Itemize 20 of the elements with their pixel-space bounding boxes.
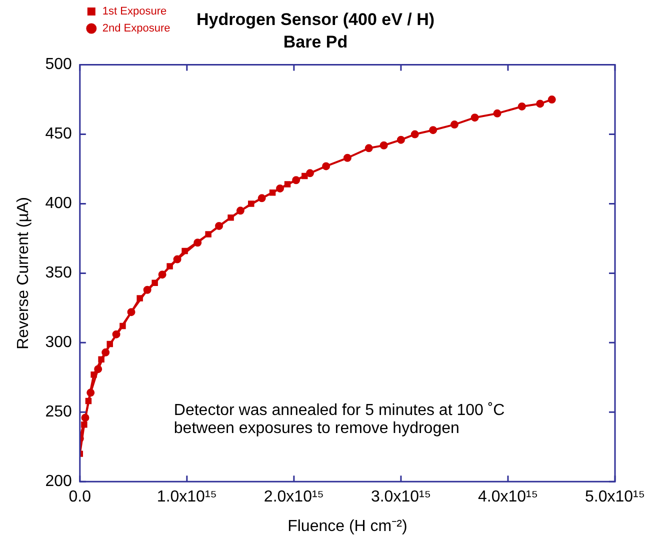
y-tick-label: 500 bbox=[45, 56, 72, 74]
y-tick-label: 300 bbox=[45, 334, 72, 352]
y-tick-label: 400 bbox=[45, 195, 72, 212]
annotation: Detector was annealed for 5 minutes at 100 ˚C between exposures to remove hydrogen bbox=[174, 402, 505, 438]
x-tick-label: 0.0 bbox=[68, 488, 92, 506]
y-tick-label: 200 bbox=[45, 473, 72, 490]
x-tick-label: 3.0x10¹⁵ bbox=[370, 488, 431, 506]
chart-subtitle: Bare Pd bbox=[283, 32, 348, 52]
x-axis-title: Fluence (H cm⁻²) bbox=[288, 518, 408, 535]
y-axis-title: Reverse Current (µA) bbox=[15, 197, 32, 350]
chart-title: Hydrogen Sensor (400 eV / H) bbox=[196, 10, 435, 29]
y-tick-label: 250 bbox=[45, 404, 72, 421]
x-tick-label: 5.0x10¹⁵ bbox=[585, 488, 645, 506]
x-tick-label: 1.0x10¹⁵ bbox=[156, 488, 217, 506]
legend-label: 2nd Exposure bbox=[102, 22, 170, 35]
x-tick-label: 2.0x10¹⁵ bbox=[264, 488, 324, 506]
x-tick-label: 4.0x10¹⁵ bbox=[478, 488, 538, 506]
y-tick-label: 450 bbox=[45, 126, 72, 143]
y-tick-label: 350 bbox=[45, 264, 72, 282]
legend-label: 1st Exposure bbox=[102, 6, 167, 18]
